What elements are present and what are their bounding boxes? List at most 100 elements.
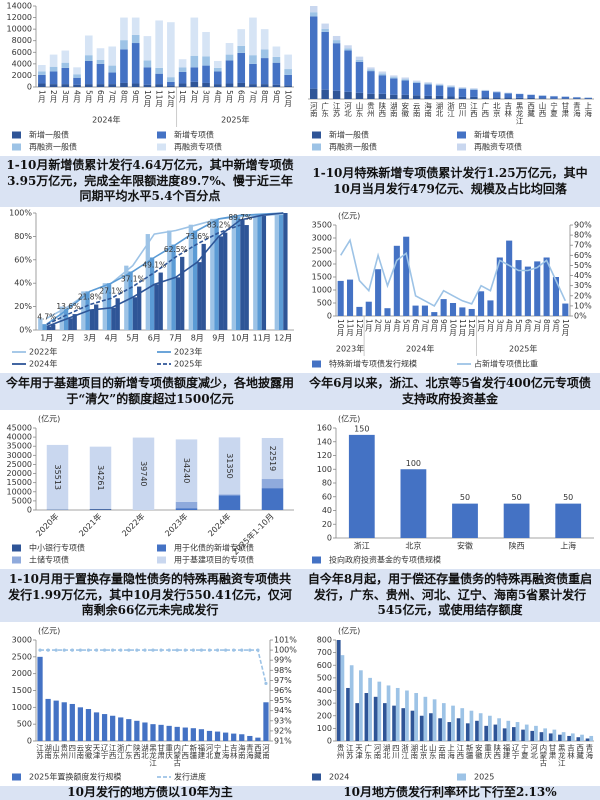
x-tick-label: 贵州 xyxy=(366,101,375,118)
y-tick-label: 800 xyxy=(317,636,332,645)
line-marker xyxy=(38,648,42,652)
x-tick-label: 西藏 xyxy=(575,744,584,761)
x-tick-label: 湖北 xyxy=(382,744,391,761)
bar xyxy=(225,43,234,55)
bar xyxy=(89,446,112,510)
x-tick-label: 6月 xyxy=(148,334,161,343)
bar xyxy=(412,82,421,96)
bar xyxy=(38,71,46,75)
x-tick-label: 2月 xyxy=(190,90,199,103)
bar xyxy=(356,306,363,316)
x-tick-label: 12月 xyxy=(467,319,476,337)
bar xyxy=(401,94,409,99)
bar xyxy=(458,96,467,99)
bar xyxy=(272,62,281,85)
value-label: 4.7% xyxy=(37,313,56,322)
legend-swatch xyxy=(157,131,166,139)
bar xyxy=(511,727,516,741)
caption: 1-10月新增债累计发行4.64万亿元，其中新增专项债3.95万亿元，完成全年限… xyxy=(0,155,300,207)
y-tick-label: 1000 xyxy=(12,703,32,712)
x-tick-label: 1月 xyxy=(477,319,486,332)
bar xyxy=(72,314,77,330)
x-tick-label: 河北 xyxy=(529,744,538,761)
bar xyxy=(447,85,455,87)
y2-tick-label: 94% xyxy=(274,706,292,715)
bar xyxy=(447,722,452,741)
x-tick-label: 西藏 xyxy=(253,744,262,761)
bar xyxy=(378,75,387,94)
x-tick-label: 四川 xyxy=(391,744,400,760)
x-tick-label: 河南 xyxy=(261,744,270,760)
y2-tick-label: 93% xyxy=(274,716,292,725)
bar xyxy=(378,93,387,99)
x-tick-label: 6月 xyxy=(411,319,420,332)
bar xyxy=(213,67,222,72)
x-tick-label: 云南 xyxy=(76,744,85,760)
bar xyxy=(49,54,58,67)
bar xyxy=(435,85,444,96)
bar xyxy=(85,709,92,741)
x-tick-label: 陕西 xyxy=(509,541,525,551)
x-tick-label: 上海 xyxy=(446,744,455,761)
line-marker xyxy=(191,648,195,652)
bar xyxy=(378,71,387,74)
x-tick-label: 10月 xyxy=(143,90,152,108)
x-tick-label: 10月 xyxy=(336,319,345,337)
bar xyxy=(470,88,478,90)
bar xyxy=(283,213,288,330)
y-tick-label: 100 xyxy=(317,465,332,474)
data-label: 50 xyxy=(563,493,573,502)
line-marker xyxy=(102,648,107,652)
legend-swatch xyxy=(457,131,466,139)
bar xyxy=(108,84,117,87)
bar xyxy=(432,699,437,741)
bar xyxy=(124,265,129,330)
x-tick-label: 2月 xyxy=(49,90,58,103)
bar xyxy=(106,283,112,330)
y-tick-label: 6000 xyxy=(12,48,32,57)
bar xyxy=(190,55,199,68)
bar xyxy=(412,95,421,99)
x-tick-label: 宁夏 xyxy=(213,743,222,760)
x-tick-label: 陕西 xyxy=(378,101,387,119)
bar xyxy=(332,43,341,91)
bar xyxy=(155,73,163,85)
x-tick-label: 上海 xyxy=(221,744,230,761)
bar xyxy=(247,735,253,741)
bar xyxy=(504,97,512,99)
bar xyxy=(321,23,329,29)
legend-label: 新增专项债 xyxy=(174,130,214,140)
bar xyxy=(225,60,234,84)
bar xyxy=(261,215,267,330)
y-tick-label: 15000 xyxy=(7,478,32,487)
data-label: 100 xyxy=(406,459,421,468)
x-tick-label: 1月 xyxy=(40,334,53,343)
bar xyxy=(89,310,95,330)
y-tick-label: 400 xyxy=(317,686,332,695)
x-tick-label: 8月 xyxy=(542,319,551,332)
bar xyxy=(375,269,382,316)
x-tick-label: 湖北 xyxy=(435,102,444,119)
bar xyxy=(503,503,530,538)
bar xyxy=(213,60,222,68)
data-label: 22519 xyxy=(268,446,277,471)
x-tick-label: 10月 xyxy=(231,334,249,343)
y2-tick-label: 90% xyxy=(574,221,592,230)
bar xyxy=(504,93,512,98)
bar xyxy=(190,81,199,87)
bar xyxy=(175,277,181,330)
bar xyxy=(182,727,188,741)
bar xyxy=(249,84,257,87)
y-tick-label: 12000 xyxy=(7,13,32,22)
y2-tick-label: 50% xyxy=(574,261,592,270)
x-tick-label: 上海 xyxy=(584,102,593,119)
bar xyxy=(539,732,544,741)
x-tick-label: 2月 xyxy=(486,319,495,332)
y-axis-label: (亿元) xyxy=(338,626,360,636)
x-tick-label: 4月 xyxy=(392,319,401,332)
chart: 0% 20% 40% 60% 80% 100% 1月 2月 3月 4月 5月 6月 7月 8月 9月 10月 1… xyxy=(9,209,294,369)
bar xyxy=(344,48,352,51)
bar xyxy=(61,84,70,87)
x-tick-label: 内蒙古 xyxy=(172,743,181,768)
